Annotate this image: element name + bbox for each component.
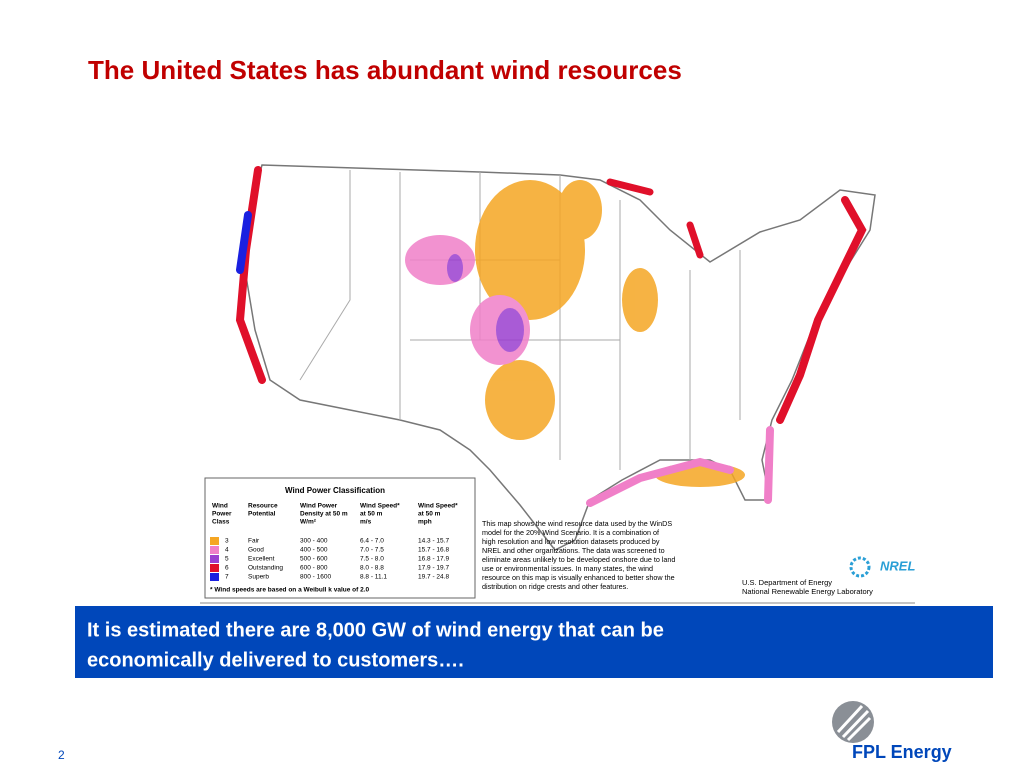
legend-cell: Good: [248, 547, 264, 554]
legend-header: at 50 m: [418, 511, 441, 518]
legend-cell: 300 - 400: [300, 538, 328, 545]
slide-title: The United States has abundant wind reso…: [88, 55, 682, 85]
legend-header: Wind Power: [300, 503, 338, 510]
legend-header: Class: [212, 519, 230, 526]
legend-swatch: [210, 555, 219, 563]
legend-cell: 19.7 - 24.8: [418, 574, 449, 581]
legend-cell: 15.7 - 16.8: [418, 547, 449, 554]
legend-title: Wind Power Classification: [285, 486, 385, 495]
description-line: high resolution and low resolution datas…: [482, 537, 660, 546]
legend-cell: 6: [225, 565, 229, 572]
legend-box: [204, 477, 476, 599]
credit-line: National Renewable Energy Laboratory: [742, 587, 873, 596]
legend-cell: Outstanding: [248, 565, 283, 572]
legend-header: m/s: [360, 519, 372, 526]
legend-cell: 16.8 - 17.9: [418, 556, 449, 563]
legend-cell: 7.0 - 7.5: [360, 547, 384, 554]
legend-cell: Excellent: [248, 556, 275, 563]
legend-header: Resource: [248, 503, 278, 510]
nrel-logo: NREL: [880, 558, 915, 573]
map: [200, 164, 915, 604]
legend-cell: 5: [225, 556, 229, 563]
legend-cell: 3: [225, 538, 229, 545]
map-description: This map shows the wind resource data us…: [482, 519, 675, 591]
description-line: distribution on ridge crests and other f…: [482, 582, 628, 591]
page-number: 2: [58, 748, 65, 762]
nrel-icon: [849, 556, 871, 578]
legend-cell: 4: [225, 547, 229, 554]
description-line: eliminate areas unlikely to be developed…: [482, 555, 675, 564]
description-line: use or environmental issues. In many sta…: [482, 564, 653, 573]
legend-cell: 7.5 - 8.0: [360, 556, 384, 563]
description-line: NREL and other organizations. The data w…: [482, 546, 665, 555]
legend-header: Wind: [212, 503, 228, 510]
legend-swatch: [210, 537, 219, 545]
legend-swatch: [210, 573, 219, 581]
coastal-wind: [235, 166, 867, 507]
legend-cell: 7: [225, 574, 229, 581]
legend: Wind Power Classification WindPowerClass…: [204, 477, 476, 599]
legend-cell: 400 - 500: [300, 547, 328, 554]
description-line: model for the 20% Wind Scenario. It is a…: [482, 528, 659, 537]
callout-text: economically delivered to customers….: [87, 649, 464, 671]
legend-header: Wind Speed*: [360, 503, 400, 510]
description-line: resource on this map is visually enhance…: [482, 573, 675, 582]
legend-header: Density at 50 m: [300, 511, 348, 518]
fpl-logo: FPL Energy: [832, 701, 952, 762]
legend-cell: 14.3 - 15.7: [418, 538, 449, 545]
legend-footnote: * Wind speeds are based on a Weibull k v…: [210, 587, 370, 594]
legend-swatch: [210, 564, 219, 572]
legend-cell: 800 - 1600: [300, 574, 331, 581]
legend-cell: 500 - 600: [300, 556, 328, 563]
logo-text: FPL Energy: [852, 742, 952, 762]
legend-header: Wind Speed*: [418, 503, 458, 510]
legend-cell: 8.8 - 11.1: [360, 574, 387, 581]
legend-cell: Fair: [248, 538, 260, 545]
legend-header: W/m²: [300, 519, 317, 526]
legend-header: Potential: [248, 511, 276, 518]
legend-cell: Superb: [248, 574, 269, 581]
legend-header: Power: [212, 511, 232, 518]
legend-swatch: [210, 546, 219, 554]
legend-cell: 8.0 - 8.8: [360, 565, 384, 572]
credit-line: U.S. Department of Energy: [742, 578, 832, 587]
callout-text: It is estimated there are 8,000 GW of wi…: [87, 619, 664, 641]
legend-header: mph: [418, 519, 432, 526]
wind-areas: [405, 180, 745, 487]
description-line: This map shows the wind resource data us…: [482, 519, 672, 528]
legend-cell: 600 - 800: [300, 565, 328, 572]
legend-cell: 17.9 - 19.7: [418, 565, 449, 572]
legend-cell: 6.4 - 7.0: [360, 538, 384, 545]
legend-header: at 50 m: [360, 511, 383, 518]
callout-box: [75, 606, 993, 678]
